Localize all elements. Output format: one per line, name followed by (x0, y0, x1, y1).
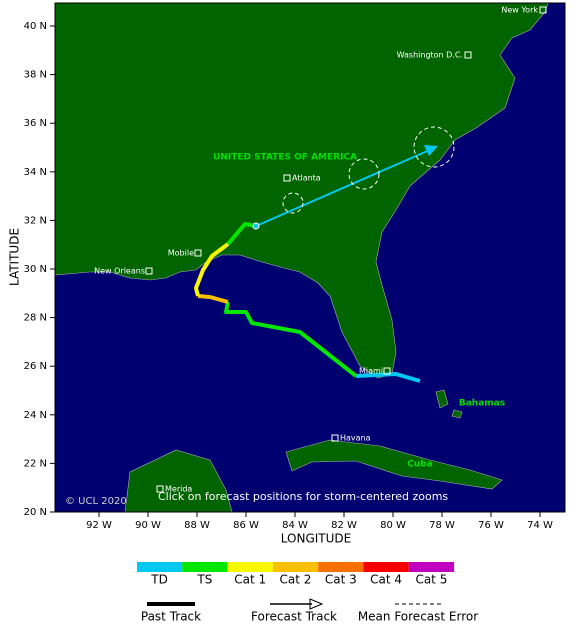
city-marker (156, 485, 164, 493)
city-marker (383, 367, 391, 375)
map-frame (54, 2, 566, 513)
lat-label: 28 N (24, 313, 47, 324)
legend-swatch (182, 562, 228, 572)
city-label: New York (501, 6, 538, 15)
x-axis-title: LONGITUDE (281, 532, 351, 546)
legend-label: Cat 5 (415, 573, 447, 587)
city-label: Miami (359, 367, 383, 376)
forecast-track (252, 126, 455, 230)
country-label: Cuba (407, 460, 433, 470)
y-axis-title: LATITUDE (8, 228, 22, 286)
country-label: Bahamas (459, 399, 505, 409)
legend-label: Cat 1 (234, 573, 266, 587)
legend-swatch (227, 562, 273, 572)
lat-label: 40 N (24, 21, 47, 32)
city-label: Havana (340, 434, 371, 443)
legend-swatch (363, 562, 409, 572)
past-track (194, 222, 421, 383)
copyright: © UCL 2020 (65, 496, 127, 507)
lat-label: 26 N (24, 361, 47, 372)
city-marker (464, 51, 472, 59)
city-marker (331, 434, 339, 442)
lat-label: 22 N (24, 458, 47, 469)
city-marker (539, 6, 547, 14)
lon-label: 84 W (282, 520, 308, 531)
lat-label: 20 N (24, 507, 47, 518)
lon-label: 76 W (478, 520, 504, 531)
city-label: Washington D.C. (397, 51, 463, 60)
city-label: Atlanta (292, 174, 321, 183)
legend-label: Mean Forecast Error (358, 610, 478, 624)
legend-swatch (272, 562, 319, 572)
city-label: Merida (165, 485, 192, 494)
city-label: Mobile (168, 249, 194, 258)
forecast-arrow (309, 598, 324, 610)
lat-label: 38 N (24, 70, 47, 81)
lon-label: 80 W (380, 520, 406, 531)
lat-label: 32 N (24, 215, 47, 226)
legend-swatch (137, 562, 183, 572)
lon-label: 92 W (86, 520, 112, 531)
lon-label: 82 W (331, 520, 357, 531)
lon-label: 90 W (135, 520, 161, 531)
lon-label: 86 W (233, 520, 259, 531)
legend-swatch (318, 562, 364, 572)
legend-label: Cat 2 (280, 573, 312, 587)
lat-label: 36 N (24, 118, 47, 129)
lat-label: 34 N (24, 167, 47, 178)
legend-label: Cat 3 (325, 573, 357, 587)
lat-label: 24 N (24, 410, 47, 421)
country-label: UNITED STATES OF AMERICA (213, 153, 357, 163)
legend-label: Cat 4 (370, 573, 402, 587)
legend-label: Past Track (141, 610, 201, 624)
land (54, 2, 549, 513)
legend-label: Forecast Track (251, 610, 337, 624)
lon-label: 88 W (184, 520, 210, 531)
city-marker (194, 249, 202, 257)
city-marker (283, 174, 291, 182)
lon-label: 78 W (429, 520, 455, 531)
legend-label: TD (150, 573, 168, 587)
lat-label: 30 N (24, 264, 47, 275)
city-label: New Orleans (94, 267, 145, 276)
lon-label: 74 W (527, 520, 553, 531)
legend-swatch (408, 562, 455, 572)
hint: Click on forecast positions for storm-ce… (158, 490, 448, 503)
legend-label: TS (196, 573, 212, 587)
city-marker (145, 267, 153, 275)
